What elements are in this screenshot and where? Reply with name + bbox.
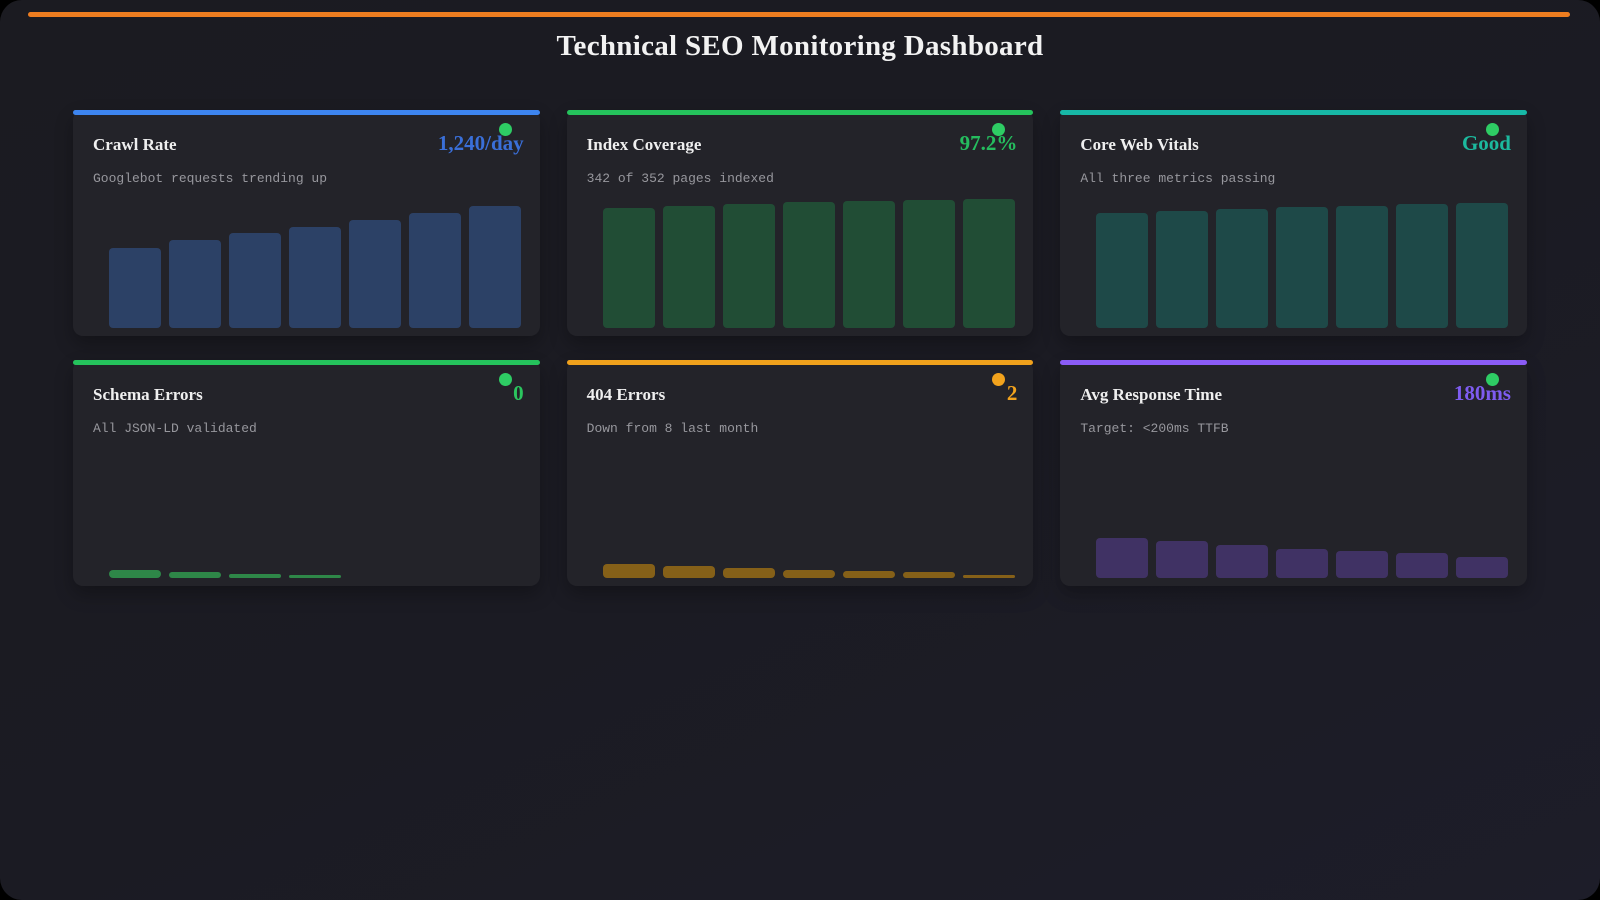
card-title: Avg Response Time [1080,385,1223,404]
card-title: Schema Errors [93,385,203,404]
bar [1216,545,1269,578]
card-crawl-rate: Crawl Rate 1,240/day Googlebot requests … [73,110,540,336]
bar [782,202,835,328]
bar [229,574,281,578]
bar [782,570,835,578]
card-subtitle: Target: <200ms TTFB [1080,421,1229,436]
card-accent-bar [73,110,540,115]
bar [662,566,715,578]
card-value-wrap: 2 [992,373,1018,406]
card-header: Crawl Rate 1,240/day [73,110,540,156]
card-schema-errors: Schema Errors 0 All JSON-LD validated [73,360,540,586]
card-value: 180ms [1453,381,1511,405]
bar [722,568,775,578]
bar [1336,551,1389,578]
card-value-wrap: 180ms [1453,373,1511,406]
bar [602,564,655,578]
card-value-wrap: 1,240/day [437,123,524,156]
status-dot-icon [992,373,1006,386]
card-header: Avg Response Time 180ms [1060,360,1527,406]
bar [1456,557,1509,578]
card-subtitle: Down from 8 last month [586,421,759,436]
card-value-wrap: 0 [498,373,524,406]
page-title: Technical SEO Monitoring Dashboard [556,30,1044,62]
card-grid: Crawl Rate 1,240/day Googlebot requests … [73,110,1527,586]
card-accent-bar [566,360,1034,365]
card-value: 1,240/day [437,131,524,155]
bar [602,208,655,328]
card-value: 0 [513,381,524,405]
bar [1156,211,1209,328]
status-dot-icon [1485,123,1499,136]
sparkline-bar-chart [109,206,521,328]
bar [1096,538,1149,578]
bar [722,204,775,328]
top-accent-line [28,12,1570,17]
card-header: Schema Errors 0 [73,360,540,406]
bar [409,213,461,328]
bar [962,199,1015,328]
card-404-errors: 404 Errors 2 Down from 8 last month [566,360,1034,586]
sparkline-bar-chart [109,570,341,578]
card-subtitle: Googlebot requests trending up [93,171,328,186]
bar [1396,553,1449,578]
bar [1276,549,1329,578]
status-dot-icon [498,373,512,386]
card-value: 2 [1006,381,1018,405]
card-accent-bar [566,110,1034,115]
status-dot-icon [498,123,512,136]
sparkline-bar-chart [1096,538,1509,578]
card-title: Core Web Vitals [1080,135,1199,154]
card-value-wrap: Good [1461,123,1511,156]
bar [469,206,521,328]
bar [229,233,281,328]
card-title: Index Coverage [586,135,702,154]
bar [902,200,955,328]
card-subtitle: All JSON-LD validated [93,421,257,436]
status-dot-icon [992,123,1006,136]
status-dot-icon [1485,373,1499,386]
card-value: 97.2% [959,131,1018,155]
card-accent-bar [1060,110,1527,115]
card-header: Core Web Vitals Good [1060,110,1527,156]
bar [1456,203,1509,328]
bar [842,571,895,578]
bar [1156,541,1209,578]
bar [902,572,955,578]
card-accent-bar [1060,360,1527,365]
card-title: Crawl Rate [93,135,177,154]
bar [109,248,161,328]
card-index-coverage: Index Coverage 97.2% 342 of 352 pages in… [566,110,1034,336]
bar [1276,207,1329,328]
bar [289,227,341,328]
card-title: 404 Errors [586,385,666,404]
bar [109,570,161,578]
sparkline-bar-chart [602,199,1015,328]
card-accent-bar [73,360,540,365]
card-subtitle: All three metrics passing [1080,171,1276,186]
card-value-wrap: 97.2% [959,123,1018,156]
sparkline-bar-chart [602,564,1015,578]
bar [962,575,1015,578]
bar [1096,213,1149,328]
card-avg-response-time: Avg Response Time 180ms Target: <200ms T… [1060,360,1527,586]
bar [349,220,401,328]
card-header: Index Coverage 97.2% [567,110,1034,156]
card-header: 404 Errors 2 [567,360,1034,406]
bar [169,240,221,328]
card-core-web-vitals: Core Web Vitals Good All three metrics p… [1060,110,1527,336]
bar [662,206,715,328]
bar [1396,204,1449,328]
card-subtitle: 342 of 352 pages indexed [586,171,774,186]
bar [1336,206,1389,328]
bar [1216,209,1269,328]
sparkline-bar-chart [1096,203,1509,328]
bar [842,201,895,328]
bar [169,572,221,578]
card-value: Good [1461,131,1511,155]
bar [289,575,341,578]
